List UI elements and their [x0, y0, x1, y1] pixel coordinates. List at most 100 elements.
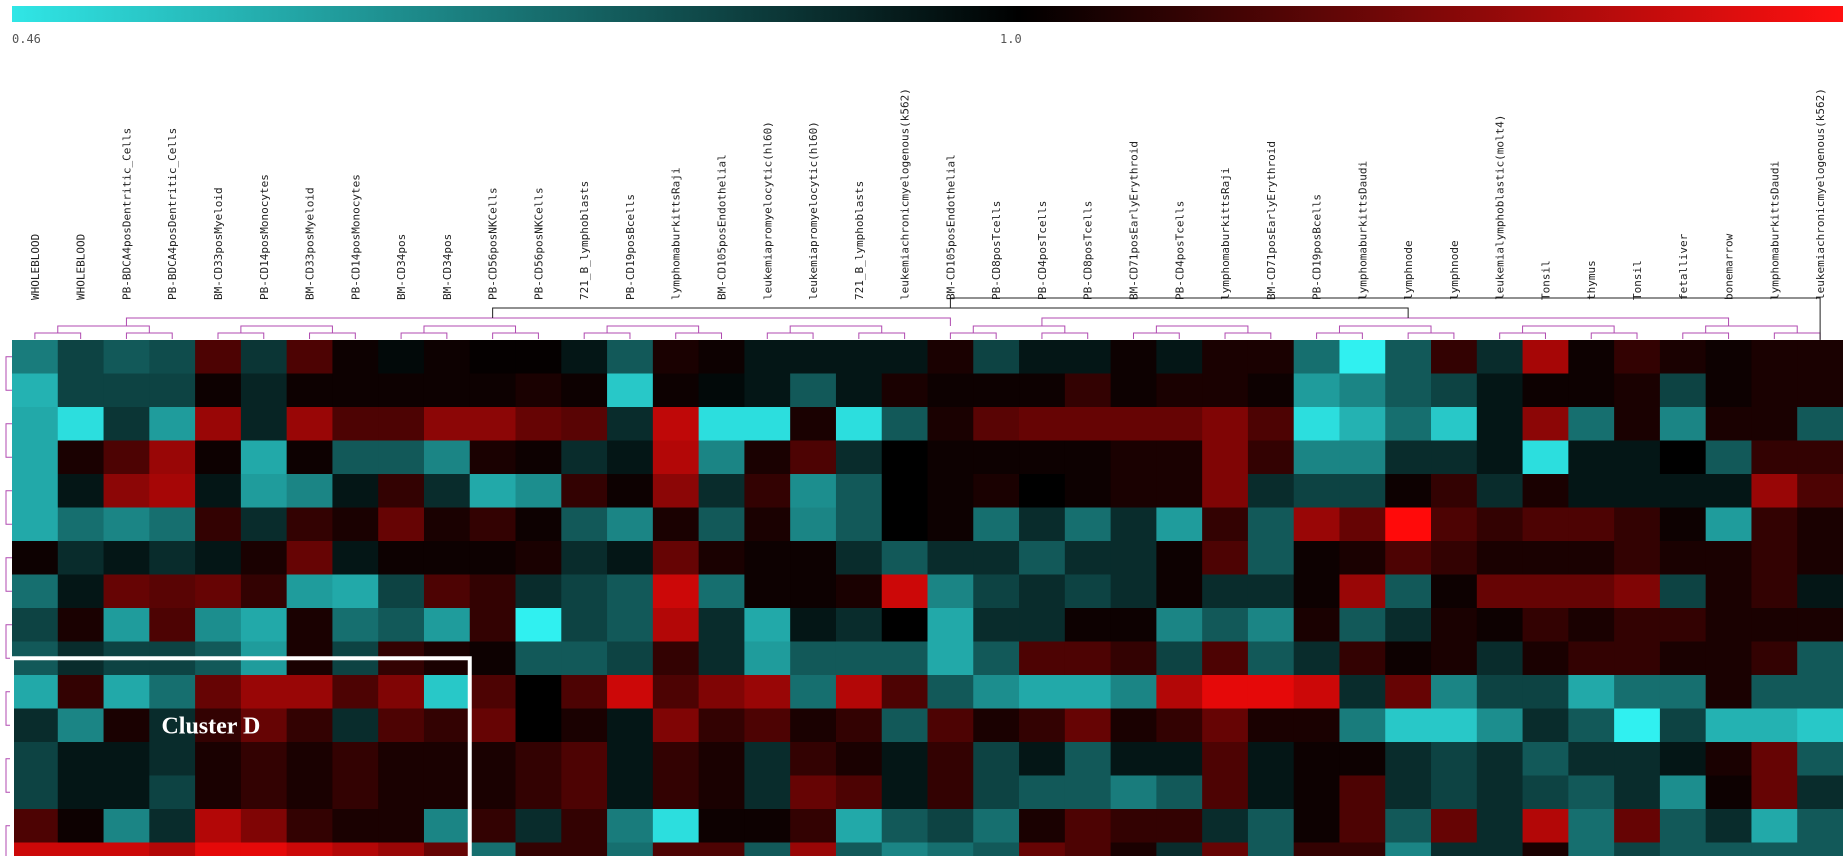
- dendrogram-branch: [1224, 332, 1272, 339]
- heatmap-cell: [423, 809, 471, 844]
- heatmap-cell: [1064, 809, 1112, 844]
- heatmap-cell: [1751, 541, 1798, 576]
- heatmap-cell: [1705, 675, 1753, 710]
- heatmap-cell: [835, 608, 883, 643]
- heatmap-cell: [286, 474, 334, 509]
- heatmap-cell: [1751, 775, 1798, 810]
- heatmap-cell: [1019, 340, 1066, 375]
- column-label: WHOLEBLOOD: [29, 234, 42, 300]
- heatmap-cell: [378, 574, 425, 609]
- heatmap-cell: [744, 574, 791, 609]
- heatmap-cell: [973, 675, 1020, 710]
- heatmap-cell: [515, 507, 562, 542]
- heatmap-cell: [1247, 507, 1295, 542]
- heatmap-cell: [790, 407, 837, 442]
- heatmap-cell: [1064, 675, 1112, 710]
- heatmap-cell: [1019, 742, 1066, 777]
- heatmap-cell: [286, 373, 334, 408]
- dendrogram-branch: [583, 332, 631, 339]
- heatmap-cell: [1431, 775, 1478, 810]
- heatmap-cell: [1293, 641, 1341, 676]
- heatmap-cell: [332, 407, 379, 442]
- heatmap-cell: [1659, 809, 1707, 844]
- heatmap-cell: [332, 608, 379, 643]
- heatmap-cell: [1339, 407, 1386, 442]
- column-label: PB-CD19posBcells: [624, 194, 637, 300]
- heatmap-cell: [1522, 373, 1569, 408]
- heatmap-cell: [973, 474, 1020, 509]
- dendrogram-branch: [1590, 332, 1638, 339]
- heatmap-cell: [1293, 809, 1341, 844]
- heatmap-cell: [1797, 608, 1843, 643]
- heatmap-cell: [423, 775, 471, 810]
- heatmap-cell: [1019, 440, 1066, 475]
- heatmap-cell: [1110, 608, 1157, 643]
- heatmap-cell: [1751, 641, 1798, 676]
- heatmap-cell: [103, 608, 150, 643]
- heatmap-cell: [332, 474, 379, 509]
- heatmap-cell: [881, 742, 929, 777]
- heatmap-cell: [1019, 675, 1066, 710]
- heatmap-cell: [240, 675, 288, 710]
- heatmap-cell: [1705, 507, 1753, 542]
- heatmap-cell: [103, 440, 150, 475]
- column-labels: WHOLEBLOOD WHOLEBLOOD PB-BDCA4posDentritic…: [29, 88, 1827, 300]
- column-label: lymphomaburkittsRaji: [1219, 168, 1232, 300]
- heatmap-cell: [1614, 407, 1661, 442]
- heatmap-cell: [1568, 842, 1615, 856]
- row-dendrogram-branch: [5, 557, 12, 592]
- heatmap-cell: [195, 474, 242, 509]
- heatmap-cell: [103, 742, 150, 777]
- heatmap-cell: [1293, 574, 1341, 609]
- heatmap-cell: [1339, 775, 1386, 810]
- dendrogram-branch: [1499, 332, 1546, 339]
- heatmap-cell: [195, 708, 242, 743]
- heatmap-cell: [1705, 809, 1753, 844]
- heatmap-cell: [1385, 340, 1432, 375]
- heatmap-cell: [698, 742, 746, 777]
- heatmap-cell: [378, 474, 425, 509]
- heatmap-cell: [12, 340, 59, 375]
- heatmap-cell: [1568, 507, 1615, 542]
- heatmap-cell: [1110, 775, 1157, 810]
- cluster-d-outline: [10, 656, 472, 856]
- dendrogram-branch: [125, 317, 951, 326]
- heatmap-cell: [1247, 474, 1295, 509]
- heatmap-cell: [1339, 742, 1386, 777]
- heatmap-cell: [1110, 809, 1157, 844]
- heatmap-cell: [1431, 474, 1478, 509]
- heatmap-cell: [240, 440, 288, 475]
- heatmap-cell: [469, 809, 517, 844]
- heatmap-cell: [1339, 474, 1386, 509]
- heatmap-cell: [927, 574, 974, 609]
- heatmap-cell: [1568, 641, 1615, 676]
- heatmap-cell: [1110, 507, 1157, 542]
- heatmap-cell: [652, 407, 700, 442]
- heatmap-cell: [286, 440, 334, 475]
- heatmap-cell: [12, 675, 59, 710]
- heatmap-cell: [1705, 775, 1753, 810]
- column-label: BM-CD71posEarlyErythroid: [1128, 141, 1141, 300]
- heatmap-cell: [561, 474, 608, 509]
- heatmap-cell: [790, 340, 837, 375]
- heatmap-cell: [286, 809, 334, 844]
- heatmap-cell: [1202, 742, 1249, 777]
- heatmap-cell: [698, 641, 746, 676]
- heatmap-cell: [149, 708, 196, 743]
- heatmap-cell: [1705, 474, 1753, 509]
- heatmap-cell: [378, 842, 425, 856]
- heatmap-cell: [744, 373, 791, 408]
- heatmap-cell: [12, 842, 59, 856]
- dendrogram-branch: [1773, 332, 1821, 339]
- heatmap-cell: [561, 574, 608, 609]
- heatmap-cell: [881, 708, 929, 743]
- heatmap-cell: [149, 775, 196, 810]
- heatmap-cell: [195, 675, 242, 710]
- heatmap-cell: [469, 407, 517, 442]
- heatmap-cell: [881, 541, 929, 576]
- heatmap-cell: [332, 708, 379, 743]
- heatmap-cell: [332, 742, 379, 777]
- heatmap-cell: [1431, 675, 1478, 710]
- heatmap-cell: [332, 842, 379, 856]
- heatmap-cell: [240, 507, 288, 542]
